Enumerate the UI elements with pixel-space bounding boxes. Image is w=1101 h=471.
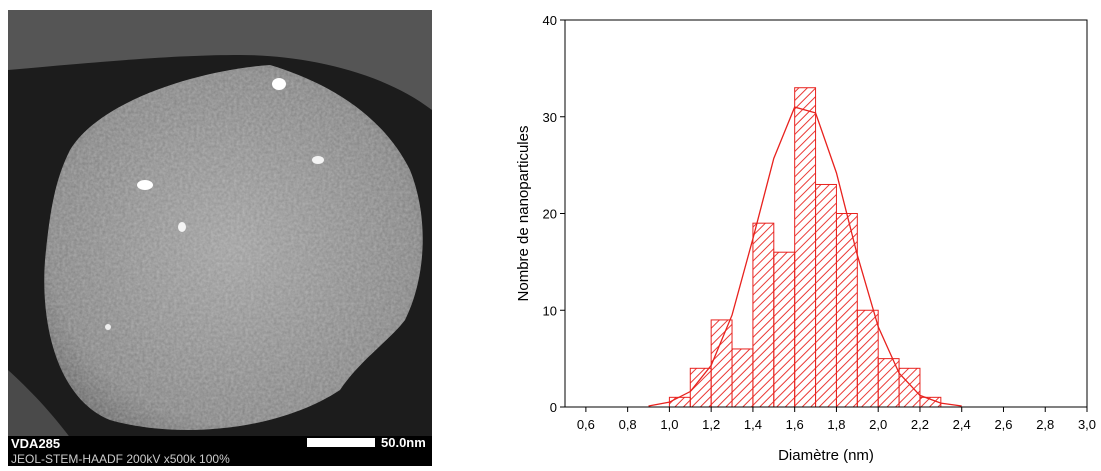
histogram-bar <box>794 87 817 408</box>
histogram-bar <box>731 348 754 408</box>
scale-bar-label: 50.0nm <box>381 435 426 450</box>
sample-id: VDA285 <box>11 436 60 451</box>
x-axis-title: Diamètre (nm) <box>778 447 874 464</box>
histogram-bar <box>815 183 837 408</box>
x-tick-label: 0,8 <box>619 417 637 432</box>
x-tick-label: 1,0 <box>660 417 678 432</box>
micrograph <box>8 10 432 466</box>
histogram-bar <box>898 367 921 408</box>
y-tick-label: 30 <box>543 110 557 125</box>
histogram-chart: 0 10 20 30 40 0,6 0,8 1,0 1,2 1,4 1,6 1,8 2,0 2,2 2,4 2… <box>515 13 1096 464</box>
fit-curve <box>648 106 962 407</box>
x-tick-label: 2,6 <box>994 417 1012 432</box>
x-tick-label: 2,0 <box>869 417 887 432</box>
x-tick-label: 1,2 <box>702 417 720 432</box>
x-tick-label: 1,6 <box>786 417 804 432</box>
histogram-bar <box>710 319 733 408</box>
y-axis-title: Nombre de nanoparticules <box>515 126 532 302</box>
x-tick-label: 2,4 <box>953 417 971 432</box>
y-tick-label: 40 <box>543 13 557 28</box>
x-tick-label: 3,0 <box>1078 417 1096 432</box>
histogram-bar <box>856 309 879 408</box>
x-tick-label: 0,6 <box>577 417 595 432</box>
x-tick-label: 1,4 <box>744 417 762 432</box>
y-tick-label: 0 <box>550 400 557 415</box>
x-tick-label: 2,2 <box>911 417 929 432</box>
histogram-bar <box>668 396 691 408</box>
x-tick-label: 2,8 <box>1036 417 1054 432</box>
y-tick-label: 10 <box>543 303 557 318</box>
histogram-bar <box>773 251 796 408</box>
histogram-bar <box>752 222 775 408</box>
instrument-info: JEOL-STEM-HAADF 200kV x500k 100% <box>11 452 230 466</box>
x-tick-label: 1,8 <box>827 417 845 432</box>
y-tick-label: 20 <box>543 207 557 222</box>
